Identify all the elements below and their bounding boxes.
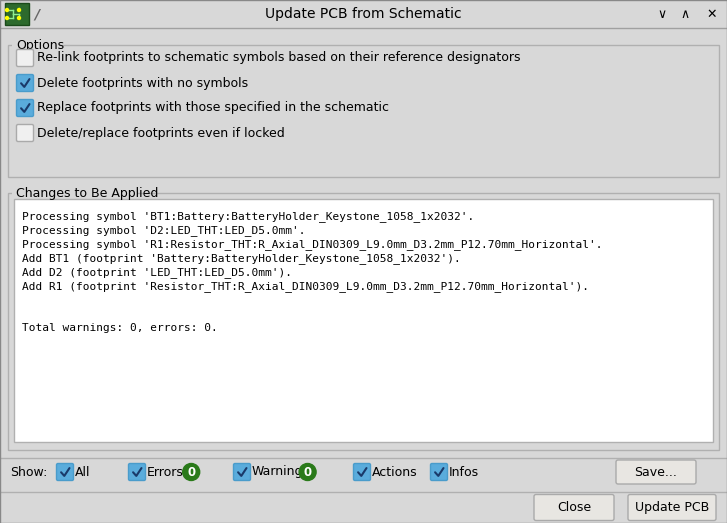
Text: Processing symbol 'BT1:Battery:BatteryHolder_Keystone_1058_1x2032'.: Processing symbol 'BT1:Battery:BatteryHo… [22, 211, 474, 222]
Text: Add BT1 (footprint 'Battery:BatteryHolder_Keystone_1058_1x2032').: Add BT1 (footprint 'Battery:BatteryHolde… [22, 253, 461, 264]
Bar [0, 492, 727, 523]
Text: Re-link footprints to schematic symbols based on their reference designators: Re-link footprints to schematic symbols … [37, 51, 521, 64]
Text: ∧: ∧ [680, 7, 690, 20]
Text: Add D2 (footprint 'LED_THT:LED_D5.0mm').: Add D2 (footprint 'LED_THT:LED_D5.0mm'). [22, 267, 292, 278]
Text: 0: 0 [304, 465, 312, 479]
Text: Delete footprints with no symbols: Delete footprints with no symbols [37, 76, 248, 89]
Bar [8, 45, 719, 177]
Text: Replace footprints with those specified in the schematic: Replace footprints with those specified … [37, 101, 389, 115]
Text: /: / [34, 7, 39, 21]
Bar [12, 185, 137, 201]
Text: Changes to Be Applied: Changes to Be Applied [16, 187, 158, 199]
FancyBboxPatch shape [430, 463, 448, 481]
Text: Options: Options [16, 39, 64, 51]
Text: Add R1 (footprint 'Resistor_THT:R_Axial_DIN0309_L9.0mm_D3.2mm_P12.70mm_Horizonta: Add R1 (footprint 'Resistor_THT:R_Axial_… [22, 281, 589, 292]
FancyBboxPatch shape [534, 495, 614, 520]
Circle shape [182, 463, 200, 481]
Text: Update PCB from Schematic: Update PCB from Schematic [265, 7, 462, 21]
Text: Processing symbol 'R1:Resistor_THT:R_Axial_DIN0309_L9.0mm_D3.2mm_P12.70mm_Horizo: Processing symbol 'R1:Resistor_THT:R_Axi… [22, 239, 603, 250]
FancyBboxPatch shape [353, 463, 371, 481]
FancyBboxPatch shape [616, 460, 696, 484]
FancyBboxPatch shape [17, 74, 33, 92]
Text: Close: Close [557, 501, 591, 514]
Circle shape [299, 463, 316, 481]
Bar [14, 199, 713, 442]
Text: Actions: Actions [372, 465, 417, 479]
Text: Warnings: Warnings [252, 465, 310, 479]
Bar [12, 37, 59, 53]
Circle shape [17, 17, 20, 19]
Bar [0, 0, 727, 28]
Text: Update PCB: Update PCB [635, 501, 709, 514]
FancyBboxPatch shape [129, 463, 145, 481]
Circle shape [17, 8, 20, 12]
Text: Processing symbol 'D2:LED_THT:LED_D5.0mm'.: Processing symbol 'D2:LED_THT:LED_D5.0mm… [22, 225, 305, 236]
Text: Delete/replace footprints even if locked: Delete/replace footprints even if locked [37, 127, 285, 140]
FancyBboxPatch shape [17, 50, 33, 66]
Bar [5, 3, 29, 25]
Text: Errors: Errors [147, 465, 184, 479]
Text: Show:: Show: [10, 465, 47, 479]
Text: 0: 0 [187, 465, 196, 479]
Text: All: All [75, 465, 90, 479]
Circle shape [6, 8, 9, 12]
FancyBboxPatch shape [628, 495, 716, 520]
Text: Infos: Infos [449, 465, 479, 479]
Text: ∨: ∨ [657, 7, 667, 20]
FancyBboxPatch shape [233, 463, 251, 481]
FancyBboxPatch shape [17, 99, 33, 117]
Text: Save...: Save... [635, 465, 678, 479]
Circle shape [6, 17, 9, 19]
Text: Total warnings: 0, errors: 0.: Total warnings: 0, errors: 0. [22, 323, 218, 333]
Bar [8, 193, 719, 450]
Text: ✕: ✕ [707, 7, 718, 20]
FancyBboxPatch shape [57, 463, 73, 481]
FancyBboxPatch shape [17, 124, 33, 142]
